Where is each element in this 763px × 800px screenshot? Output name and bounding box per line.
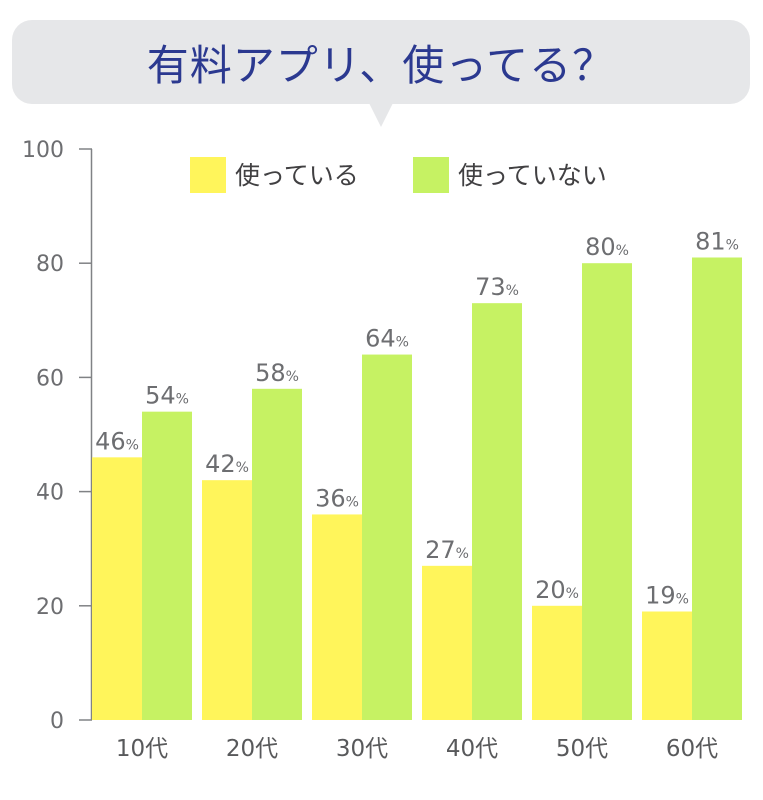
data-label: 27% (425, 536, 469, 564)
data-label: 46% (95, 427, 139, 455)
data-label: 58% (255, 359, 299, 387)
x-category-label: 10代 (116, 736, 168, 762)
bar-used (642, 611, 692, 720)
bar-not-used (142, 411, 192, 720)
x-category-label: 20代 (226, 736, 278, 762)
data-label: 54% (145, 382, 189, 410)
bar-not-used (362, 354, 412, 720)
bar-used (92, 457, 142, 720)
data-label: 81% (695, 227, 739, 255)
bar-not-used (582, 263, 632, 720)
y-tick-label: 40 (36, 481, 64, 506)
y-tick-label: 0 (50, 709, 64, 734)
data-label: 80% (585, 233, 629, 261)
y-tick-label: 20 (36, 595, 64, 620)
bar-used (202, 480, 252, 720)
legend-label-not-used: 使っていない (458, 161, 607, 190)
chart-title: 有料アプリ、使ってる？ (146, 40, 616, 90)
data-label: 36% (315, 484, 359, 512)
x-category-label: 50代 (556, 736, 608, 762)
y-tick-label: 80 (36, 252, 64, 277)
x-category-label: 30代 (336, 736, 388, 762)
y-tick-label: 60 (36, 366, 64, 391)
bar-not-used (252, 388, 302, 720)
legend-label-used: 使っている (235, 161, 359, 190)
bar-used (422, 565, 472, 720)
data-label: 64% (365, 325, 409, 353)
bar-used (312, 514, 362, 720)
x-category-label: 40代 (446, 736, 498, 762)
data-label: 42% (205, 450, 249, 478)
title-bubble-tail (369, 103, 393, 127)
title-bubble: 有料アプリ、使ってる？ (12, 20, 750, 104)
bar-used (532, 605, 582, 720)
legend-swatch-not-used (413, 157, 449, 193)
data-label: 20% (535, 576, 579, 604)
legend-swatch-used (190, 157, 226, 193)
bar-not-used (472, 303, 522, 720)
x-category-label: 60代 (666, 736, 718, 762)
bar-not-used (692, 257, 742, 720)
data-label: 19% (645, 582, 689, 610)
data-label: 73% (475, 273, 519, 301)
y-tick-label: 100 (22, 138, 64, 163)
